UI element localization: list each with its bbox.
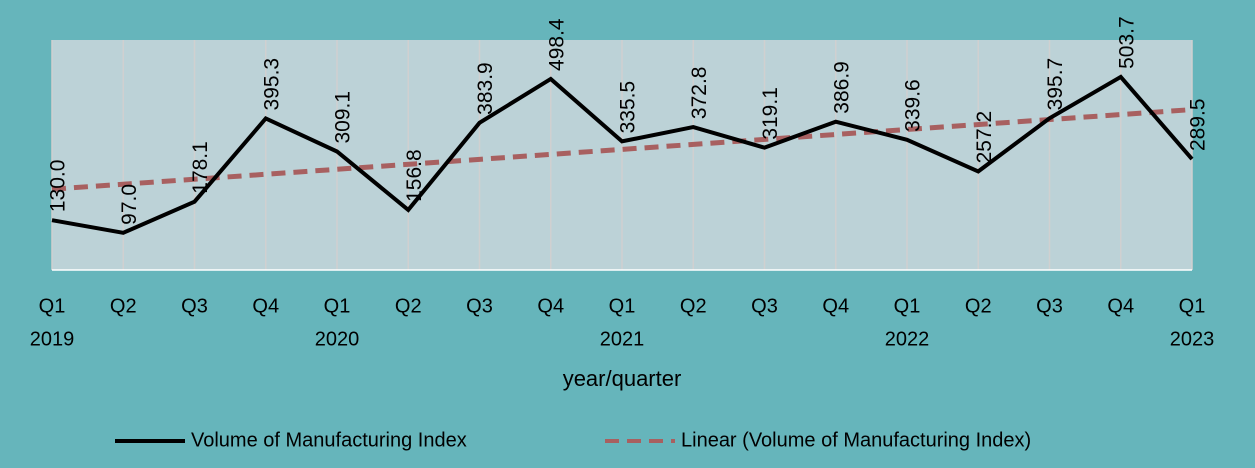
x-tick-label: 2023 xyxy=(1170,328,1215,350)
x-tick-label: Q1 xyxy=(39,295,66,317)
x-tick-label: Q1 xyxy=(324,295,351,317)
data-label: 395.7 xyxy=(1044,58,1067,111)
line xyxy=(51,74,1194,235)
x-tick-label: 2022 xyxy=(885,328,930,350)
x-tick-label: Q1 xyxy=(1179,295,1206,317)
data-label: 335.5 xyxy=(617,81,640,134)
x-tick-label: 2019 xyxy=(30,328,75,350)
data-label: 498.4 xyxy=(545,18,568,71)
data-label: 386.9 xyxy=(830,61,853,114)
data-label: 383.9 xyxy=(474,62,497,115)
x-tick-label: Q3 xyxy=(751,295,778,317)
x-tick-label: Q1 xyxy=(609,295,636,317)
x-tick-label: Q3 xyxy=(181,295,208,317)
x-tick-label: Q4 xyxy=(822,295,849,317)
data-label: 339.6 xyxy=(902,79,925,132)
data-label: 257.2 xyxy=(973,111,996,164)
x-tick-label: Q4 xyxy=(1107,295,1134,317)
x-tick-label: Q3 xyxy=(1036,295,1063,317)
data-label: 372.8 xyxy=(688,67,711,120)
data-label: 178.1 xyxy=(189,141,212,194)
legend-label: Linear (Volume of Manufacturing Index) xyxy=(681,429,1031,451)
data-label: 395.3 xyxy=(260,58,283,111)
x-axis-title: year/quarter xyxy=(563,366,682,391)
x-tick-label: Q2 xyxy=(965,295,992,317)
data-label: 319.1 xyxy=(759,87,782,140)
x-tick-label: Q4 xyxy=(537,295,564,317)
x-tick-label: Q2 xyxy=(680,295,707,317)
data-label: 97.0 xyxy=(118,184,141,225)
x-tick-label: Q1 xyxy=(894,295,921,317)
legend-label: Volume of Manufacturing Index xyxy=(191,429,467,451)
x-tick-label: 2021 xyxy=(600,328,645,350)
x-tick-label: Q3 xyxy=(466,295,493,317)
x-tick-label: Q2 xyxy=(395,295,422,317)
data-label: 289.5 xyxy=(1187,98,1210,151)
data-label: 503.7 xyxy=(1115,16,1138,69)
x-tick-label: Q4 xyxy=(252,295,279,317)
x-tick-label: 2020 xyxy=(315,328,360,350)
x-tick-label: Q2 xyxy=(110,295,137,317)
data-label: 156.8 xyxy=(403,149,426,202)
data-label: 309.1 xyxy=(332,91,355,144)
data-label: 130.0 xyxy=(47,160,70,213)
trendline xyxy=(51,107,1193,192)
